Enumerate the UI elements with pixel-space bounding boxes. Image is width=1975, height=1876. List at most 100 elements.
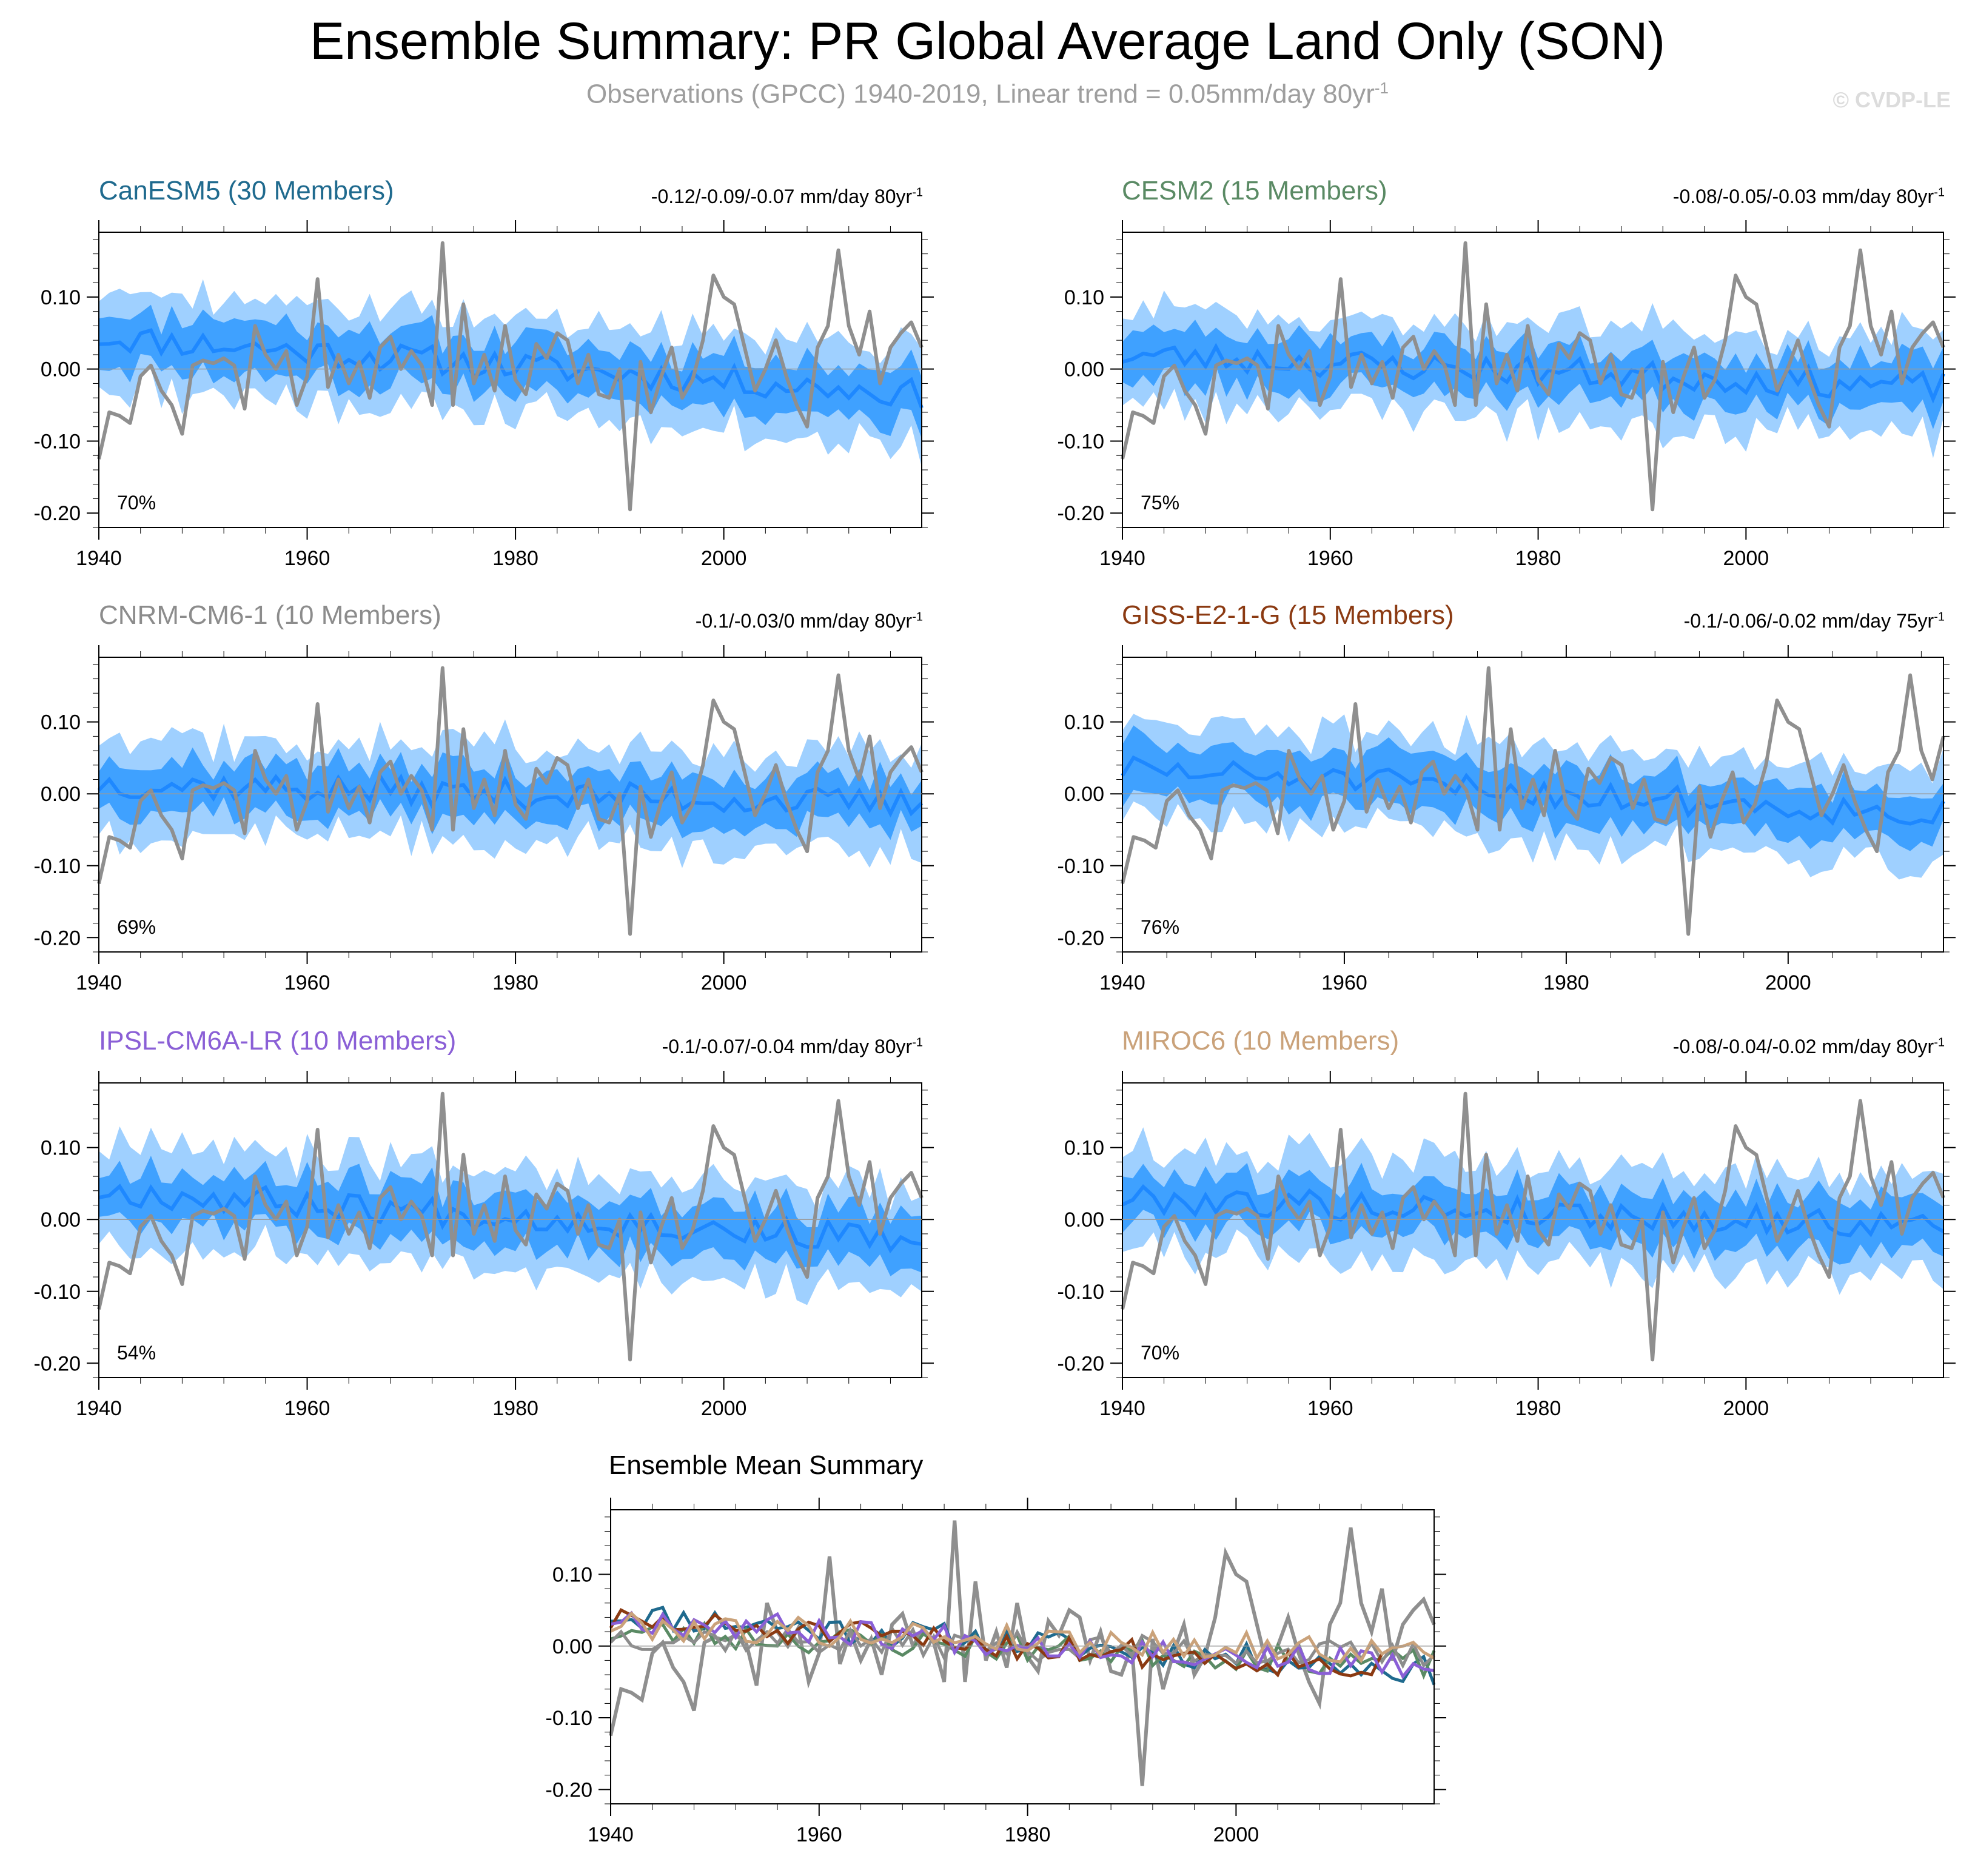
- model-mean-line: [609, 1625, 1435, 1669]
- trend-sup: -1: [1934, 186, 1945, 199]
- y-tick-label: 0.00: [41, 783, 81, 806]
- ensemble-panel-3: 0.10 0.00 -0.10 -0.20 1940 1960 1980 2000 69%: [34, 645, 934, 994]
- x-tick-label: 1960: [284, 971, 330, 994]
- panel-title-cnrm: CNRM-CM6-1 (10 Members): [99, 600, 441, 630]
- ensemble-mean-summary-panel: 0.10 0.00 -0.10 -0.20 1940 1960 1980 2000: [546, 1498, 1446, 1846]
- y-tick-label: -0.20: [1058, 1352, 1105, 1375]
- x-tick-label: 1980: [492, 547, 538, 570]
- y-tick-label: -0.10: [34, 430, 81, 453]
- trend-text: -0.08/-0.04/-0.02 mm/day 80yr: [1672, 1036, 1934, 1057]
- ensemble-mean-title: Ensemble Mean Summary: [609, 1450, 924, 1480]
- x-tick-label: 2000: [1723, 547, 1769, 570]
- trend-text: -0.1/-0.06/-0.02 mm/day 75yr: [1683, 610, 1934, 632]
- trend-label-canesm5: -0.12/-0.09/-0.07 mm/day 80yr-1: [651, 186, 923, 208]
- panel-title-miroc6: MIROC6 (10 Members): [1122, 1026, 1400, 1056]
- trend-text: -0.1/-0.07/-0.04 mm/day 80yr: [662, 1036, 913, 1057]
- model-mean-line: [609, 1611, 1435, 1664]
- x-tick-label: 1980: [492, 971, 538, 994]
- y-tick-label: 0.10: [41, 711, 81, 734]
- plot-frame: [610, 1509, 1435, 1804]
- percent-label: 76%: [1141, 916, 1179, 938]
- x-tick-label: 1940: [1099, 1397, 1145, 1420]
- y-tick-label: -0.20: [1058, 926, 1105, 950]
- x-tick-label: 2000: [701, 1397, 747, 1420]
- panel-title-cesm2: CESM2 (15 Members): [1122, 176, 1387, 206]
- y-tick-label: 0.10: [41, 1137, 81, 1160]
- ensemble-inner-band: [1122, 725, 1943, 851]
- percent-label: 54%: [117, 1342, 156, 1364]
- y-tick-label: -0.20: [34, 502, 81, 525]
- percent-label: 75%: [1141, 492, 1179, 514]
- observations-line: [1121, 1091, 1945, 1362]
- model-mean-line: [610, 1610, 1435, 1680]
- subtitle-text: Observations (GPCC) 1940-2019, Linear tr…: [586, 79, 1375, 109]
- trend-sup: -1: [912, 186, 923, 199]
- x-tick-label: 2000: [1723, 1397, 1769, 1420]
- y-tick-label: 0.00: [41, 358, 81, 381]
- trend-label-miroc6: -0.08/-0.04/-0.02 mm/day 80yr-1: [1673, 1036, 1945, 1058]
- x-tick-label: 1940: [76, 971, 122, 994]
- watermark: © CVDP-LE: [1832, 87, 1951, 112]
- trend-text: -0.12/-0.09/-0.07 mm/day 80yr: [651, 186, 913, 207]
- ensemble-panel-4: 0.10 0.00 -0.10 -0.20 1940 1960 1980 2000 76%: [1058, 645, 1956, 994]
- x-tick-label: 1940: [588, 1823, 634, 1846]
- y-tick-label: 0.00: [41, 1208, 81, 1231]
- y-tick-label: -0.20: [34, 926, 81, 950]
- x-tick-label: 1940: [1099, 547, 1145, 570]
- panel-title-canesm5: CanESM5 (30 Members): [99, 176, 394, 206]
- trend-label-ipsl: -0.1/-0.07/-0.04 mm/day 80yr-1: [662, 1036, 923, 1058]
- percent-label: 70%: [117, 492, 156, 514]
- ensemble-panel-5: 0.10 0.00 -0.10 -0.20 1940 1960 1980 2000 54%: [34, 1071, 934, 1420]
- x-tick-label: 1960: [284, 547, 330, 570]
- ensemble-mean-line: [98, 328, 924, 409]
- x-tick-label: 1960: [1321, 971, 1367, 994]
- x-tick-label: 1940: [1099, 971, 1145, 994]
- ensemble-inner-band: [1122, 1162, 1943, 1265]
- trend-label-cesm2: -0.08/-0.05/-0.03 mm/day 80yr-1: [1673, 186, 1945, 208]
- trend-sup: -1: [1934, 1036, 1945, 1050]
- x-tick-label: 1960: [284, 1397, 330, 1420]
- ensemble-panel-2: 0.10 0.00 -0.10 -0.20 1940 1960 1980 2000 75%: [1058, 220, 1956, 570]
- plot-frame: [1122, 657, 1944, 953]
- observations-line: [1121, 241, 1945, 512]
- panel-title-giss: GISS-E2-1-G (15 Members): [1122, 600, 1454, 630]
- y-tick-label: -0.10: [34, 855, 81, 878]
- x-tick-label: 1960: [1307, 1397, 1353, 1420]
- y-tick-label: -0.10: [34, 1281, 81, 1304]
- x-tick-label: 1980: [1515, 1397, 1561, 1420]
- x-tick-label: 1980: [1543, 971, 1589, 994]
- observations-line: [1121, 666, 1945, 936]
- x-tick-label: 1980: [492, 1397, 538, 1420]
- y-tick-label: 0.10: [552, 1563, 592, 1586]
- plot-frame: [98, 1082, 922, 1378]
- y-tick-label: -0.10: [546, 1707, 593, 1730]
- y-tick-label: 0.10: [1064, 711, 1104, 734]
- y-tick-label: 0.00: [1064, 783, 1104, 806]
- trend-label-giss: -0.1/-0.06/-0.02 mm/day 75yr-1: [1684, 610, 1945, 632]
- trend-label-cnrm: -0.1/-0.03/0 mm/day 80yr-1: [696, 610, 923, 632]
- y-tick-label: -0.10: [1058, 1281, 1105, 1304]
- y-tick-label: -0.10: [1058, 430, 1105, 453]
- ensemble-mean-line: [1121, 755, 1945, 826]
- y-tick-label: -0.10: [1058, 855, 1105, 878]
- y-tick-label: 0.10: [1064, 1137, 1104, 1160]
- y-tick-label: -0.20: [546, 1778, 593, 1801]
- percent-label: 70%: [1141, 1342, 1179, 1364]
- observations-line: [97, 1091, 924, 1362]
- x-tick-label: 1980: [1515, 547, 1561, 570]
- trend-sup: -1: [912, 610, 923, 624]
- y-tick-label: 0.00: [552, 1635, 592, 1658]
- observations-line: [97, 241, 924, 512]
- trend-text: -0.1/-0.03/0 mm/day 80yr: [695, 610, 913, 632]
- plot-frame: [1122, 1082, 1944, 1378]
- x-tick-label: 1940: [76, 547, 122, 570]
- observations-line: [97, 666, 924, 936]
- x-tick-label: 2000: [1765, 971, 1811, 994]
- y-tick-label: 0.10: [1064, 286, 1104, 309]
- y-tick-label: 0.00: [1064, 1208, 1104, 1231]
- ensemble-panel-1: 0.10 0.00 -0.10 -0.20 1940 1960 1980 2000 70%: [34, 220, 934, 570]
- subtitle: Observations (GPCC) 1940-2019, Linear tr…: [0, 79, 1975, 110]
- x-tick-label: 1940: [76, 1397, 122, 1420]
- x-tick-label: 2000: [1213, 1823, 1259, 1846]
